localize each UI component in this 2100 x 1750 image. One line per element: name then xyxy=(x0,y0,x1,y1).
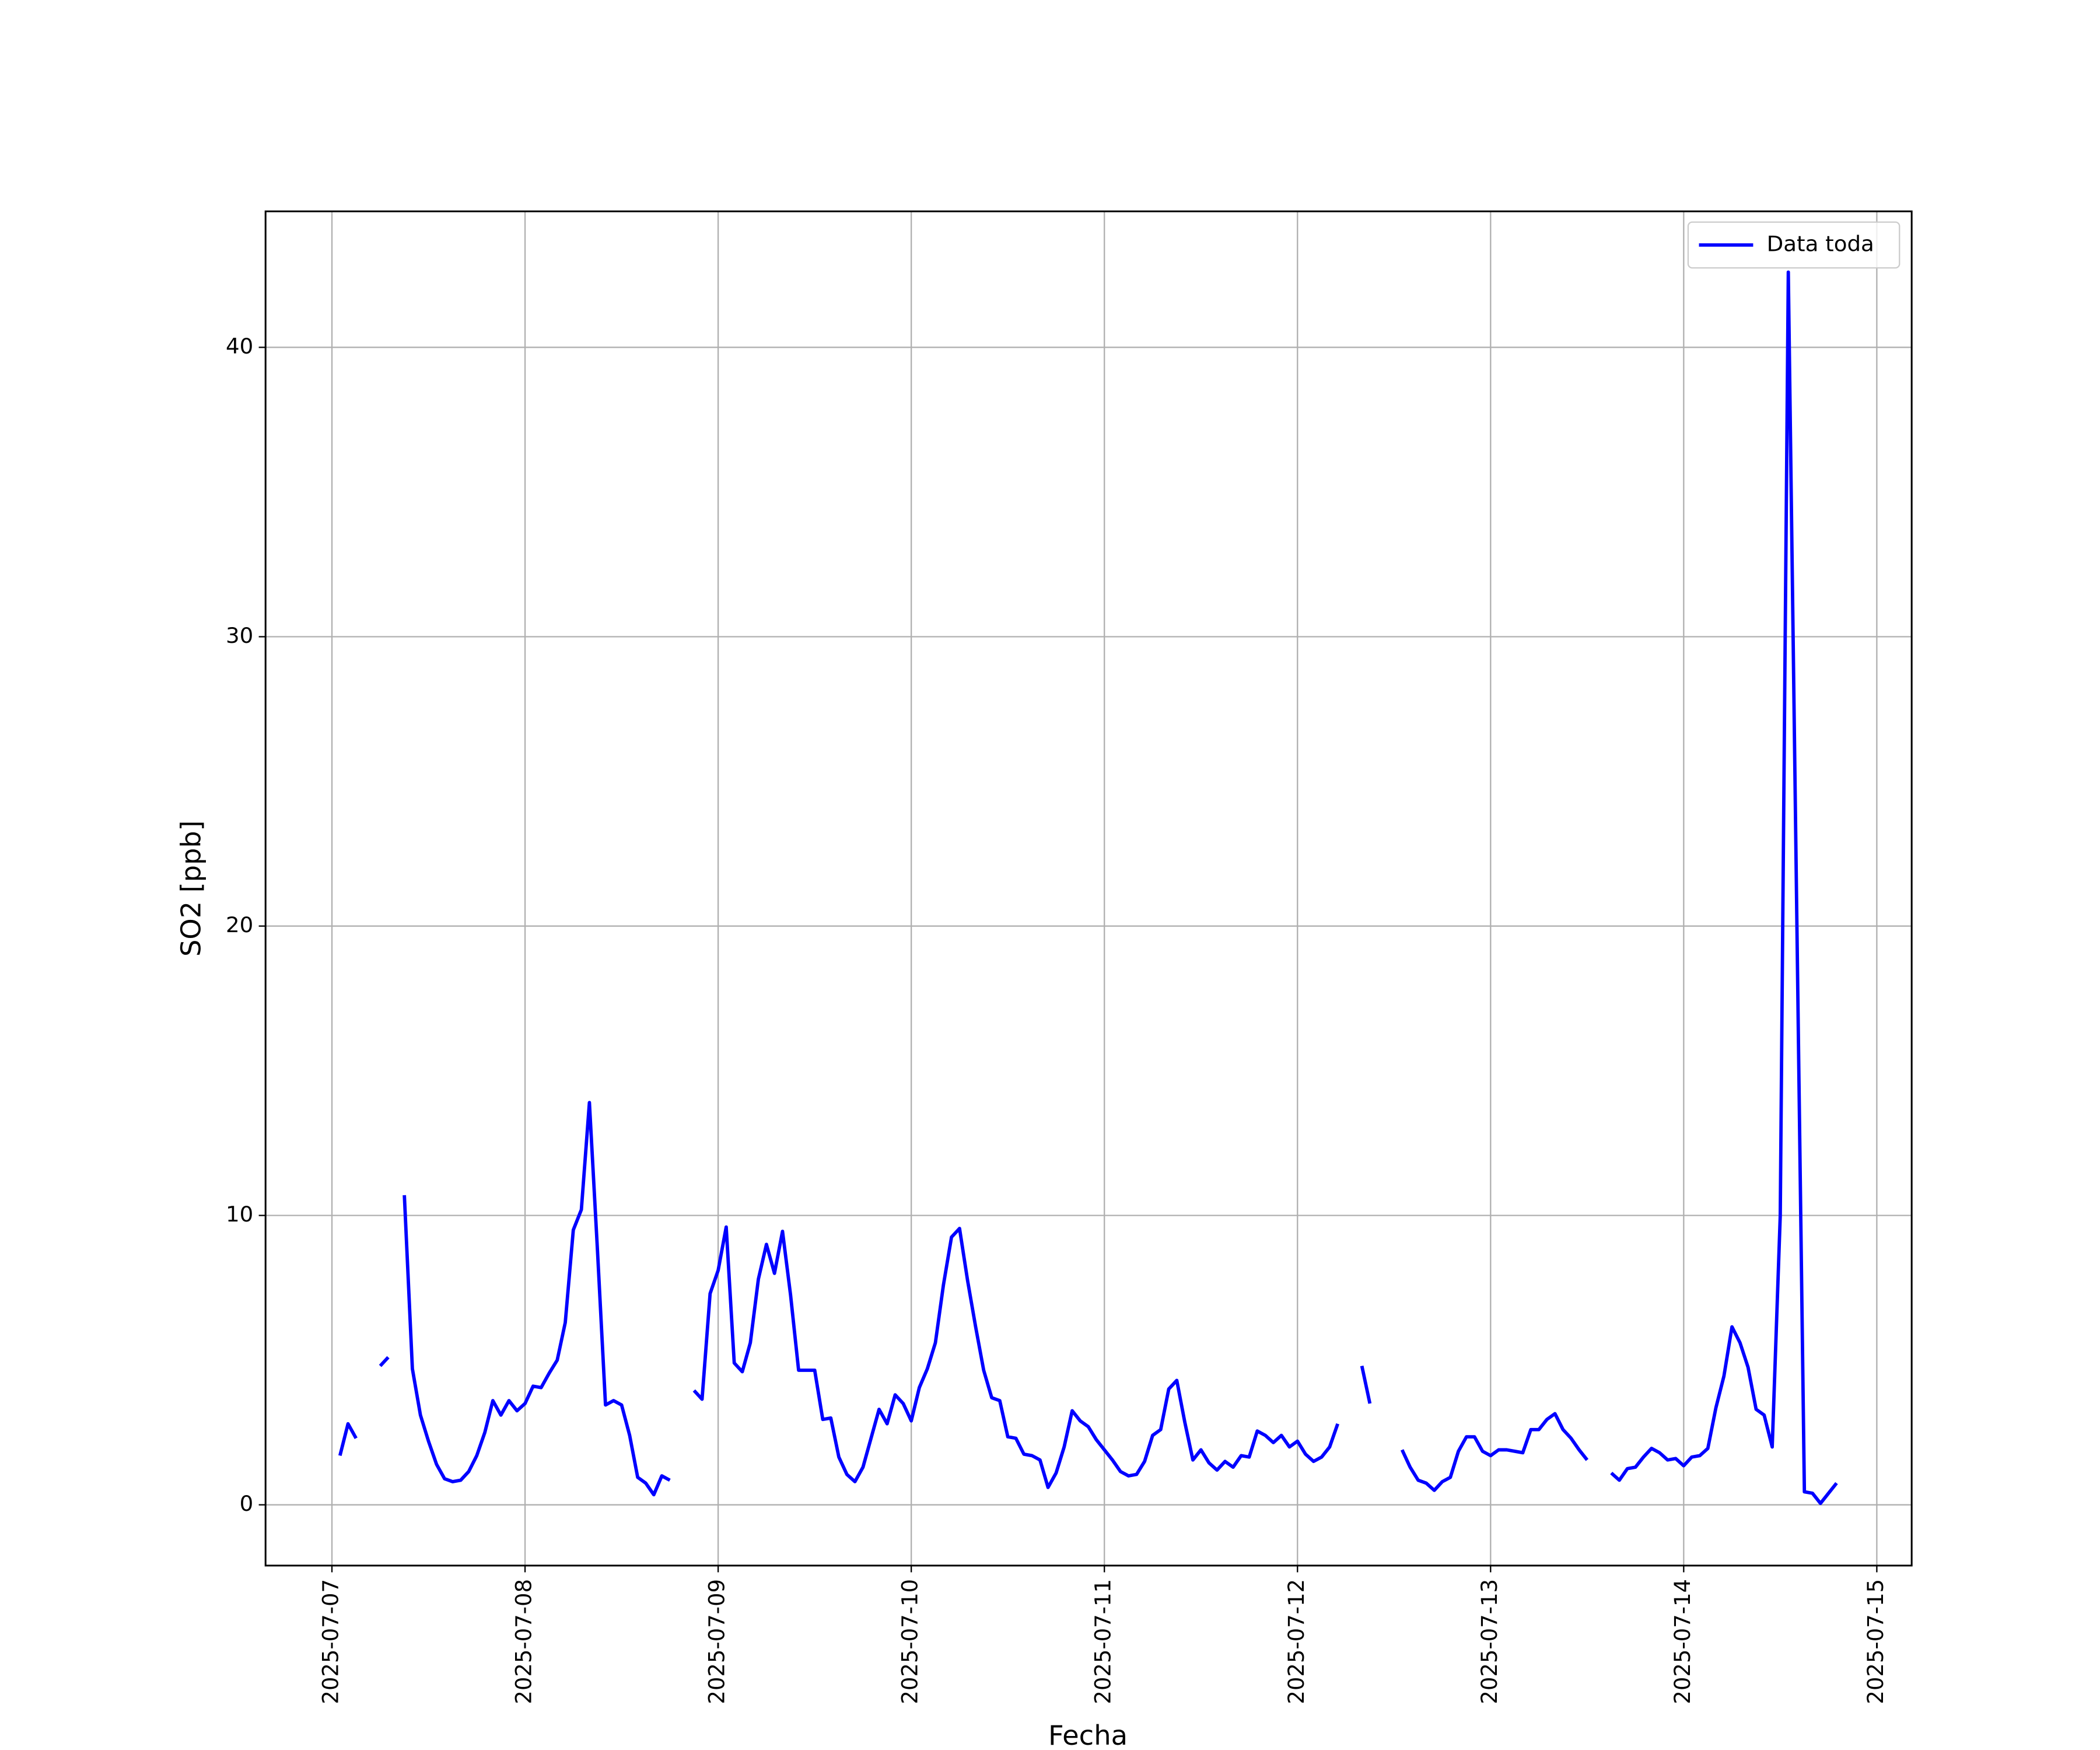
y-axis-label: SO2 [ppb] xyxy=(176,820,207,957)
x-tick-label: 2025-07-08 xyxy=(511,1579,536,1704)
x-axis-label: Fecha xyxy=(1048,1720,1128,1750)
x-tick-label: 2025-07-15 xyxy=(1863,1579,1888,1704)
legend-label: Data toda xyxy=(1767,232,1874,257)
y-tick-label: 0 xyxy=(240,1491,254,1516)
x-tick-label: 2025-07-12 xyxy=(1284,1579,1309,1704)
x-tick-label: 2025-07-07 xyxy=(318,1579,343,1704)
data-line xyxy=(338,270,1838,1506)
x-tick-label: 2025-07-10 xyxy=(898,1579,923,1704)
legend-box xyxy=(1687,221,1901,269)
y-tick-label: 40 xyxy=(226,334,253,359)
y-tick-label: 10 xyxy=(226,1202,253,1227)
y-tick-label: 30 xyxy=(226,623,253,648)
plot-frame xyxy=(264,210,1913,1567)
x-tick-label: 2025-07-09 xyxy=(705,1579,730,1704)
x-tick-label: 2025-07-13 xyxy=(1477,1579,1502,1704)
x-tick-label: 2025-07-14 xyxy=(1670,1579,1695,1704)
x-tick-label: 2025-07-11 xyxy=(1091,1579,1116,1704)
y-tick-label: 20 xyxy=(226,912,253,937)
